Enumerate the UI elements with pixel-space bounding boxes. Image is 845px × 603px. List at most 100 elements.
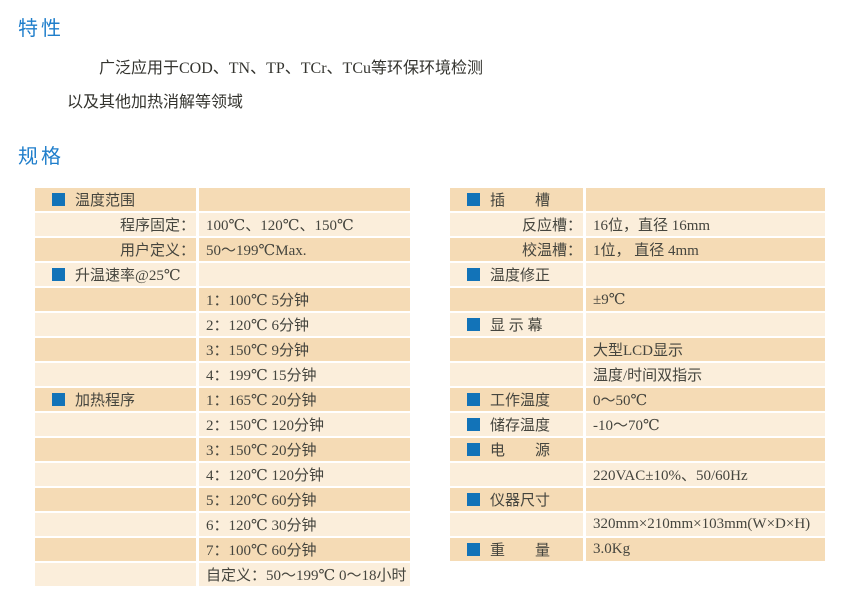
spec-label: 仪器尺寸 — [490, 493, 551, 509]
spec-category-cell: 重 量 — [450, 538, 583, 561]
spec-sublabel-cell — [35, 363, 196, 386]
spec-value: 7：100℃ 60分钟 — [206, 543, 317, 559]
spec-value: 1：100℃ 5分钟 — [206, 293, 310, 309]
spec-row: 2：120℃ 6分钟 — [35, 313, 410, 336]
spec-row: 4：120℃ 120分钟 — [35, 463, 410, 486]
spec-value-cell: 50～199℃Max. — [199, 238, 410, 261]
specs-heading: 规格 — [18, 146, 64, 168]
bullet-square-icon — [52, 268, 65, 281]
spec-value-cell: 220VAC±10%、50/60Hz — [586, 463, 825, 486]
spec-row: 仪器尺寸 — [450, 488, 825, 511]
spec-row: 显 示 幕 — [450, 313, 825, 336]
spec-sublabel-cell: 校温槽： — [450, 238, 583, 261]
spec-category-cell: 工作温度 — [450, 388, 583, 411]
bullet-square-icon — [467, 268, 480, 281]
spec-row: 工作温度 0～50℃ — [450, 388, 825, 411]
spec-value: 2：120℃ 6分钟 — [206, 318, 310, 334]
bullet-square-icon — [467, 193, 480, 206]
spec-row: ±9℃ — [450, 288, 825, 311]
spec-row: 6：120℃ 30分钟 — [35, 513, 410, 536]
spec-value: 50～199℃Max. — [206, 243, 307, 259]
spec-row: 大型LCD显示 — [450, 338, 825, 361]
spec-label: 程序固定： — [119, 218, 195, 234]
spec-sublabel-cell — [450, 463, 583, 486]
spec-row: 储存温度 -10～70℃ — [450, 413, 825, 436]
spec-value: 4：199℃ 15分钟 — [206, 368, 317, 384]
spec-label: 温度修正 — [490, 268, 551, 284]
spec-row: 重 量 3.0Kg — [450, 538, 825, 561]
spec-sublabel-cell: 程序固定： — [35, 213, 196, 236]
spec-value: 1：165℃ 20分钟 — [206, 393, 317, 409]
spec-sublabel-cell — [35, 413, 196, 436]
spec-value-cell — [586, 438, 825, 461]
spec-label: 用户定义： — [119, 243, 195, 259]
spec-value: 100℃、120℃、150℃ — [206, 218, 354, 234]
spec-sublabel-cell — [35, 538, 196, 561]
spec-value: -10～70℃ — [593, 418, 660, 434]
bullet-square-icon — [467, 543, 480, 556]
spec-value: 220VAC±10%、50/60Hz — [593, 468, 748, 484]
bullet-square-icon — [52, 393, 65, 406]
bullet-square-icon — [467, 393, 480, 406]
spec-value-cell — [199, 188, 410, 211]
spec-label: 反应槽： — [521, 218, 582, 234]
spec-category-cell: 插 槽 — [450, 188, 583, 211]
spec-value-cell — [586, 313, 825, 336]
spec-row: 1：100℃ 5分钟 — [35, 288, 410, 311]
spec-sublabel-cell: 用户定义： — [35, 238, 196, 261]
spec-label: 温度范围 — [75, 193, 136, 209]
spec-row: 程序固定： 100℃、120℃、150℃ — [35, 213, 410, 236]
spec-sublabel-cell — [35, 338, 196, 361]
spec-value: ±9℃ — [593, 292, 626, 308]
spec-value-cell: 1：100℃ 5分钟 — [199, 288, 410, 311]
spec-value: 5：120℃ 60分钟 — [206, 493, 317, 509]
spec-sublabel-cell — [450, 363, 583, 386]
spec-table-right: 插 槽反应槽： 16位，直径 16mm 校温槽： 1位， 直径 4mm 温度修正 ±9℃ 显… — [450, 188, 825, 563]
spec-label: 储存温度 — [490, 418, 551, 434]
spec-row: 3：150℃ 9分钟 — [35, 338, 410, 361]
spec-category-cell: 显 示 幕 — [450, 313, 583, 336]
spec-value-cell: 温度/时间双指示 — [586, 363, 825, 386]
spec-value-cell: 1：165℃ 20分钟 — [199, 388, 410, 411]
spec-value-cell: ±9℃ — [586, 288, 825, 311]
spec-label: 显 示 幕 — [490, 318, 543, 334]
spec-value-cell: 5：120℃ 60分钟 — [199, 488, 410, 511]
spec-category-cell: 电 源 — [450, 438, 583, 461]
spec-value: 3：150℃ 9分钟 — [206, 343, 310, 359]
spec-value-cell — [586, 263, 825, 286]
bullet-square-icon — [467, 493, 480, 506]
spec-category-cell: 仪器尺寸 — [450, 488, 583, 511]
spec-value-cell: 16位，直径 16mm — [586, 213, 825, 236]
spec-label: 工作温度 — [490, 393, 551, 409]
spec-row: 插 槽 — [450, 188, 825, 211]
bullet-square-icon — [467, 318, 480, 331]
spec-row: 5：120℃ 60分钟 — [35, 488, 410, 511]
spec-value-cell — [586, 188, 825, 211]
spec-value: 3.0Kg — [593, 541, 631, 557]
spec-sublabel-cell — [35, 513, 196, 536]
spec-value: 0～50℃ — [593, 393, 648, 409]
spec-label: 升温速率@25℃ — [75, 268, 181, 284]
spec-value: 6：120℃ 30分钟 — [206, 518, 317, 534]
spec-row: 用户定义： 50～199℃Max. — [35, 238, 410, 261]
spec-value: 1位， 直径 4mm — [593, 243, 699, 259]
spec-value-cell: 6：120℃ 30分钟 — [199, 513, 410, 536]
spec-category-cell: 储存温度 — [450, 413, 583, 436]
spec-value-cell: 0～50℃ — [586, 388, 825, 411]
bullet-square-icon — [52, 193, 65, 206]
spec-label: 加热程序 — [75, 393, 136, 409]
spec-sublabel-cell — [35, 438, 196, 461]
spec-row: 校温槽： 1位， 直径 4mm — [450, 238, 825, 261]
spec-sublabel-cell — [450, 288, 583, 311]
spec-value: 16位，直径 16mm — [593, 218, 711, 234]
spec-value: 自定义：50～199℃ 0～18小时 — [206, 568, 407, 584]
features-paragraph-line2: 以及其他加热消解等领域 — [67, 94, 244, 111]
spec-value-cell: 3：150℃ 20分钟 — [199, 438, 410, 461]
spec-value-cell: 2：120℃ 6分钟 — [199, 313, 410, 336]
spec-value: 4：120℃ 120分钟 — [206, 468, 325, 484]
bullet-square-icon — [467, 443, 480, 456]
spec-sublabel-cell — [450, 338, 583, 361]
spec-row: 反应槽： 16位，直径 16mm — [450, 213, 825, 236]
spec-sublabel-cell — [450, 513, 583, 536]
